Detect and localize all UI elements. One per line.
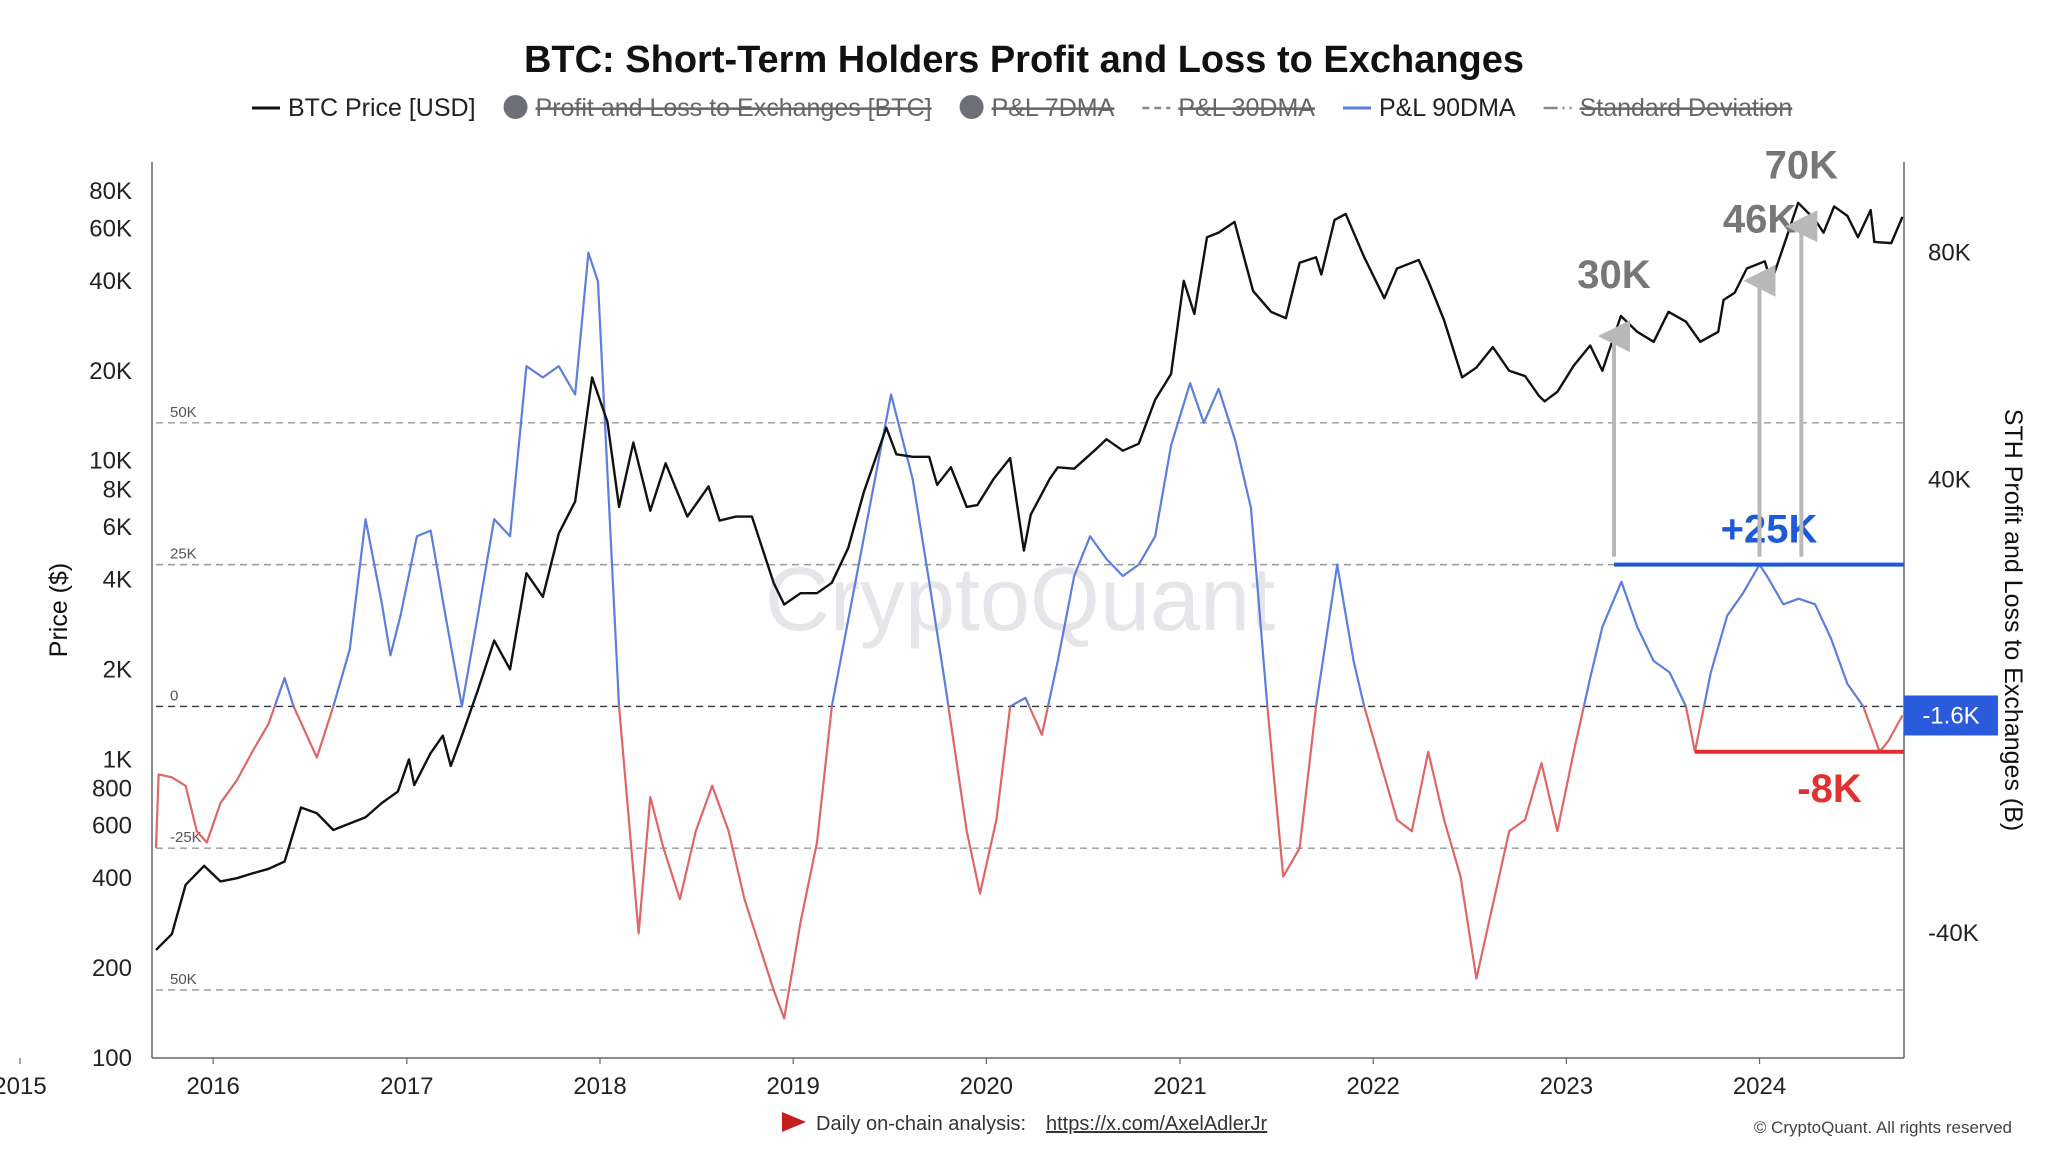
y-tick-right: 80K — [1928, 240, 1971, 267]
pnl-90dma-line-negative — [1363, 706, 1585, 980]
legend-item[interactable]: Standard Deviation — [1543, 94, 1793, 122]
x-tick-label: 2024 — [1733, 1073, 1786, 1100]
y-tick-right: -40K — [1928, 920, 1979, 947]
y-tick-left: 600 — [92, 813, 132, 840]
x-tick-label: 2020 — [960, 1073, 1013, 1100]
price-label: 46K — [1723, 198, 1796, 242]
pnl-90dma-line-positive — [1314, 563, 1366, 707]
pnl-90dma-line-positive — [273, 676, 295, 707]
legend-dot-marker — [503, 95, 528, 119]
legend-label: P&L 7DMA — [992, 94, 1115, 122]
y-tick-left: 100 — [92, 1045, 132, 1072]
x-tick-label: 2017 — [380, 1073, 433, 1100]
pnl-90dma-line-positive — [1009, 696, 1031, 708]
pnl-90dma-line-negative — [947, 706, 1012, 895]
legend-item[interactable]: P&L 7DMA — [959, 94, 1115, 122]
pnl-90dma-line-negative — [1266, 706, 1318, 878]
watermark: CryptoQuant — [765, 550, 1275, 650]
y-tick-left: 40K — [89, 268, 132, 295]
x-tick-label: 2016 — [186, 1073, 239, 1100]
reference-line-label: 25K — [170, 546, 197, 563]
legend-item[interactable]: P&L 30DMA — [1142, 94, 1315, 122]
footer: Daily on-chain analysis: https://x.com/A… — [782, 1112, 2012, 1137]
current-value-badge-text: -1.6K — [1922, 702, 1979, 729]
reference-line-label: -25K — [170, 829, 202, 846]
y-tick-left: 400 — [92, 865, 132, 892]
legend-item[interactable]: BTC Price [USD] — [252, 94, 476, 122]
x-tick-label: 2022 — [1347, 1073, 1400, 1100]
legend-label: P&L 30DMA — [1178, 94, 1315, 122]
y-tick-left: 200 — [92, 955, 132, 982]
current-value-badge — [1904, 695, 1998, 736]
reference-line-label: 50K — [170, 971, 197, 988]
legend: BTC Price [USD] Profit and Loss to Exchan… — [252, 94, 1792, 122]
x-tick-label: 2023 — [1540, 1073, 1593, 1100]
footer-prefix: Daily on-chain analysis: — [816, 1113, 1026, 1135]
y-tick-left: 10K — [89, 448, 132, 475]
pnl-90dma-line-positive — [830, 393, 950, 707]
legend-dot-marker — [959, 95, 984, 119]
pnl-90dma-line-positive — [1046, 382, 1269, 707]
y-axis-left-label: Price ($) — [45, 563, 73, 657]
legend-label: Profit and Loss to Exchanges [BTC] — [536, 94, 932, 122]
y-tick-left: 20K — [89, 358, 132, 385]
reference-line-label: 50K — [170, 404, 197, 421]
pnl-90dma-line-negative — [292, 705, 335, 759]
y-tick-left: 80K — [89, 178, 132, 205]
pnl-90dma-line-positive — [332, 251, 621, 708]
pnl-90dma-line-negative — [1028, 705, 1050, 736]
y-tick-left: 2K — [103, 656, 132, 683]
chart-title: BTC: Short-Term Holders Profit and Loss … — [524, 39, 1524, 81]
legend-label: BTC Price [USD] — [288, 94, 476, 122]
legend-label: P&L 90DMA — [1379, 94, 1516, 122]
pnl-90dma-line-negative — [1862, 706, 1904, 753]
y-tick-right: 40K — [1928, 467, 1971, 494]
y-tick-left: 800 — [92, 775, 132, 802]
x-tick-label: 2019 — [766, 1073, 819, 1100]
legend-item[interactable]: P&L 90DMA — [1342, 94, 1516, 122]
y-tick-left: 6K — [103, 514, 132, 541]
btc-price-line — [155, 201, 1904, 951]
level-label-minus-8k: -8K — [1797, 767, 1862, 811]
y-tick-left: 1K — [103, 746, 132, 773]
flag-icon — [782, 1112, 806, 1132]
grid: 50K 25K 0 -25K 50K — [156, 404, 1904, 991]
copyright: © CryptoQuant. All rights reserved — [1754, 1118, 2012, 1137]
footer-link[interactable]: https://x.com/AxelAdlerJr — [1046, 1113, 1268, 1135]
pnl-90dma-line-negative — [1684, 706, 1706, 753]
pnl-90dma-line-negative — [617, 706, 833, 1020]
pnl-90dma-line-positive — [1702, 563, 1865, 708]
reference-line-label: 0 — [170, 687, 178, 704]
y-tick-left: 8K — [103, 477, 132, 504]
y-axis-right-label: STH Profit and Loss to Exchanges (B) — [1999, 409, 2027, 831]
price-label: 70K — [1765, 143, 1838, 187]
x-tick-label: 2021 — [1153, 1073, 1206, 1100]
pnl-90dma-line-negative — [154, 706, 276, 849]
x-tick-label: 2018 — [573, 1073, 626, 1100]
price-label: 30K — [1577, 253, 1650, 297]
x-tick-label: 2015 — [0, 1073, 47, 1100]
y-tick-left: 4K — [103, 567, 132, 594]
y-tick-left: 60K — [89, 215, 132, 242]
legend-label: Standard Deviation — [1580, 94, 1793, 122]
legend-item[interactable]: Profit and Loss to Exchanges [BTC] — [503, 94, 932, 122]
plot-area — [154, 201, 1904, 1020]
pnl-90dma-line-positive — [1582, 580, 1687, 707]
